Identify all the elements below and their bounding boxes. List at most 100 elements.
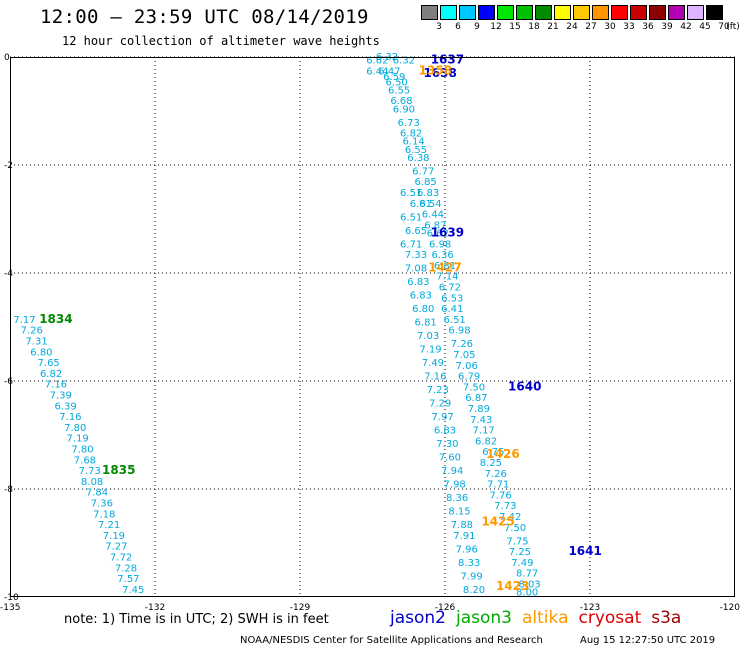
swh-value: 6.55 [405, 145, 427, 156]
swh-value: 6.62 [366, 56, 388, 67]
swh-value: 7.06 [456, 361, 478, 372]
swh-value: 6.39 [54, 401, 76, 412]
colorbar-swatch [535, 5, 552, 20]
swh-value: 7.91 [453, 531, 475, 542]
colorbar-label: 6 [455, 22, 461, 32]
colorbar-label: 12 [490, 22, 502, 32]
swh-value: 7.45 [122, 585, 144, 596]
swh-value: 6.83 [407, 277, 429, 288]
swh-value: 7.71 [487, 480, 509, 491]
pass-time-label: 1358 [419, 64, 452, 78]
swh-value: 7.88 [451, 520, 473, 531]
swh-value: 7.96 [456, 544, 478, 555]
swh-value: 6.81 [415, 318, 437, 329]
swh-value: 6.44 [366, 67, 388, 78]
colorbar-swatch [668, 5, 685, 20]
swh-value: 7.84 [86, 488, 108, 499]
pass-time-label: 1639 [431, 226, 464, 240]
swh-value: 6.98 [429, 239, 451, 250]
swh-value: 6.90 [393, 104, 415, 115]
colorbar-swatch [649, 5, 666, 20]
swh-value: 7.25 [509, 547, 531, 558]
axis-ticks: -135 -132 -129 -126 -123 -120 0 -2 -4 -6 -8 -10 [0, 53, 740, 613]
swh-value: 7.23 [427, 385, 449, 396]
swh-value: 6.98 [448, 326, 470, 337]
swh-value: 8.20 [463, 585, 485, 596]
swh-value: 7.17 [473, 426, 495, 437]
colorbar-swatch [516, 5, 533, 20]
swh-value: 6.82 [475, 436, 497, 447]
y-tick-label: -2 [4, 161, 13, 171]
swh-value: 7.80 [71, 445, 93, 456]
swh-value: 7.31 [25, 337, 47, 348]
colorbar-label: 21 [547, 22, 559, 32]
swh-value: 7.73 [494, 501, 516, 512]
pass-time-label: 1640 [508, 379, 541, 393]
swh-value: 6.50 [386, 77, 408, 88]
y-tick-label: -10 [4, 593, 19, 603]
swh-value: 6.83 [434, 426, 456, 437]
y-tick-label: -4 [4, 269, 13, 279]
x-tick-label: -126 [435, 603, 456, 613]
swh-value: 7.21 [98, 520, 120, 531]
swh-value: 6.72 [439, 283, 461, 294]
chart-title: 12:00 — 23:59 UTC 08/14/2019 [40, 6, 369, 28]
generation-timestamp: Aug 15 12:27:50 UTC 2019 [580, 635, 716, 646]
swh-value: 7.26 [21, 326, 43, 337]
swh-value: 8.08 [81, 477, 103, 488]
legend-altika: altika [522, 608, 569, 628]
pass-time-label: 1426 [486, 447, 519, 461]
swh-value: 6.32 [393, 56, 415, 67]
swh-value: 8.00 [516, 588, 538, 599]
swh-value: 6.80 [30, 347, 52, 358]
swh-value: 6.79 [458, 372, 480, 383]
pass-time-label: 1425 [481, 514, 514, 528]
swh-value: 7.72 [110, 553, 132, 564]
swh-value: 7.76 [489, 490, 511, 501]
chart-subtitle: 12 hour collection of altimeter wave hei… [62, 34, 380, 48]
swh-value: 6.87 [424, 220, 446, 231]
swh-value: 7.26 [485, 469, 507, 480]
swh-value: 6.77 [412, 166, 434, 177]
swh-value: 6.47 [378, 67, 400, 78]
swh-value: 8.15 [448, 507, 470, 518]
swh-value: 7.16 [45, 380, 67, 391]
y-tick-label: -8 [4, 485, 13, 495]
colorbar-label: 39 [661, 22, 673, 32]
swh-value: 7.50 [504, 523, 526, 534]
swh-value: 7.57 [117, 574, 139, 585]
x-tick-label: -135 [0, 603, 20, 613]
colorbar-swatch [630, 5, 647, 20]
colorbar-label: 36 [642, 22, 654, 32]
legend-jason3: jason3 [456, 608, 512, 628]
swh-value: 7.75 [506, 536, 528, 547]
swh-value: 6.75 [482, 447, 504, 458]
swh-value: 7.30 [436, 439, 458, 450]
swh-value: 6.55 [388, 85, 410, 96]
swh-value: 6.80 [412, 304, 434, 315]
swh-value: 7.73 [79, 466, 101, 477]
swh-value: 6.73 [398, 118, 420, 129]
legend-cryosat: cryosat [578, 608, 642, 628]
swh-value: 7.39 [50, 391, 72, 402]
colorbar-label: 42 [680, 22, 692, 32]
colorbar-label: 15 [509, 22, 521, 32]
swh-labels: 6.326.326.476.596.506.556.686.906.736.82… [13, 52, 540, 599]
swh-value: 6.38 [407, 153, 429, 164]
swh-value: 8.25 [480, 458, 502, 469]
map-frame [10, 57, 735, 597]
swh-value: 6.41 [441, 304, 463, 315]
x-tick-label: -129 [290, 603, 311, 613]
swh-value: 7.42 [499, 512, 521, 523]
swh-value: 6.68 [390, 96, 412, 107]
swh-value: 7.49 [511, 558, 533, 569]
colorbar-swatch [573, 5, 590, 20]
swh-value: 7.08 [405, 264, 427, 275]
pass-time-label: 1423 [496, 579, 529, 593]
legend-jason2: jason2 [390, 608, 446, 628]
swh-value: 7.98 [444, 480, 466, 491]
swh-value: 7.68 [74, 455, 96, 466]
swh-value: 6.62 [427, 229, 449, 240]
swh-value: 8.77 [516, 569, 538, 580]
swh-value: 7.28 [115, 563, 137, 574]
